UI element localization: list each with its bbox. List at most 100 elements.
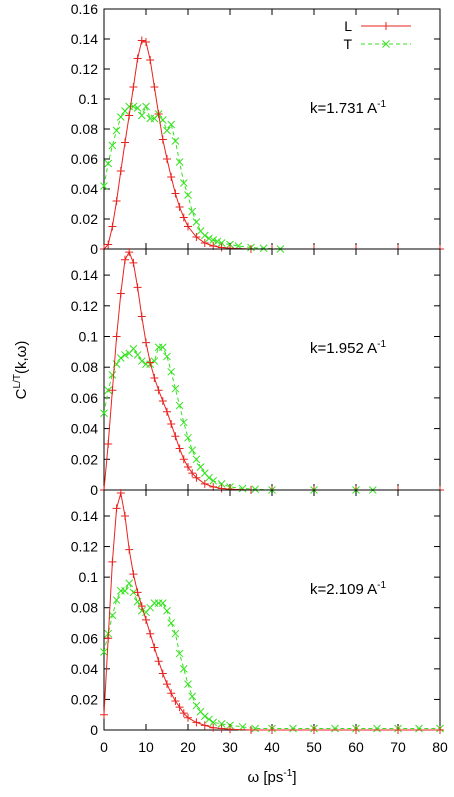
data-point-T <box>209 476 218 485</box>
data-point-T <box>133 351 142 359</box>
y-tick-label: 0.1 <box>79 91 99 107</box>
y-tick-label: 0.08 <box>71 600 98 616</box>
y-tick-label: 0.14 <box>71 267 98 283</box>
data-point-L <box>179 709 188 718</box>
data-point-T <box>163 126 171 135</box>
data-point-L <box>310 726 318 734</box>
y-tick-label: 0.06 <box>71 630 98 646</box>
y-tick-label: 0.06 <box>71 390 98 406</box>
data-point-L <box>137 312 146 321</box>
data-point-L <box>171 696 180 705</box>
data-point-T <box>163 606 171 615</box>
data-point-T <box>108 371 117 379</box>
y-tick-label: 0.1 <box>79 569 99 585</box>
data-point-T <box>259 244 268 253</box>
data-point-T <box>175 158 184 166</box>
x-tick-label: 20 <box>180 739 196 755</box>
data-point-L <box>108 222 117 231</box>
data-point-L <box>104 439 113 448</box>
x-tick-label: 80 <box>432 739 448 755</box>
y-tick-label: 0.12 <box>71 298 98 314</box>
y-tick-label: 0.02 <box>71 451 98 467</box>
y-tick-label: 0.14 <box>71 31 98 47</box>
data-point-L <box>158 135 167 144</box>
data-point-L <box>146 56 155 64</box>
panel-3: 0 0.02 0.04 0.06 0.08 0.1 0.12 0.14 k=2.109 A-1 <box>71 489 444 738</box>
data-point-T <box>167 367 176 376</box>
y-tick-label: 0.06 <box>71 151 98 167</box>
k-annotation: k=1.731 A-1 <box>310 99 386 117</box>
data-point-T <box>137 111 146 120</box>
data-point-T <box>112 126 121 135</box>
data-point-T <box>205 715 213 724</box>
panel-1: 0 0.02 0.04 0.06 0.08 0.1 0.12 0.14 0.16 k=1.731 … <box>71 1 444 257</box>
data-point-T <box>217 480 226 488</box>
y-tick-label: 0 <box>90 482 98 498</box>
data-point-L <box>158 396 167 405</box>
k-annotation: k=1.952 A-1 <box>310 339 386 357</box>
x-tick-label: 30 <box>222 739 238 755</box>
series-line-L <box>103 492 440 731</box>
data-point-T <box>171 384 180 393</box>
data-point-L <box>116 489 125 498</box>
data-point-T <box>104 386 113 395</box>
data-point-T <box>251 724 260 733</box>
y-tick-label: 0.12 <box>71 61 98 77</box>
data-point-T <box>205 473 213 482</box>
data-point-T <box>108 141 117 150</box>
data-point-L <box>167 689 176 698</box>
data-point-T <box>116 113 125 121</box>
data-point-L <box>209 723 218 732</box>
y-tick-label: 0.04 <box>71 181 98 197</box>
data-point-T <box>175 401 184 410</box>
data-point-T <box>192 455 201 464</box>
data-point-T <box>116 354 125 362</box>
data-point-T <box>100 409 108 418</box>
y-tick-label: 0.1 <box>79 328 99 344</box>
data-point-L <box>150 83 159 91</box>
y-tick-label: 0.04 <box>71 421 98 437</box>
data-point-T <box>158 343 167 352</box>
data-point-T <box>217 720 226 728</box>
data-point-T <box>137 357 146 365</box>
data-point-T <box>184 191 192 199</box>
data-point-L <box>184 222 192 231</box>
x-tick-label: 10 <box>138 739 154 755</box>
data-point-T <box>179 179 188 187</box>
data-point-T <box>112 596 121 604</box>
data-point-L <box>226 725 234 734</box>
data-point-T <box>188 446 197 454</box>
y-tick-label: 0.02 <box>71 211 98 227</box>
data-point-T <box>171 629 180 638</box>
data-point-T <box>175 649 184 658</box>
data-point-L <box>108 557 117 566</box>
data-point-L <box>352 726 360 734</box>
data-point-L <box>137 602 146 611</box>
data-point-T <box>331 724 339 733</box>
data-point-L <box>200 239 209 247</box>
data-point-T <box>133 104 142 112</box>
data-point-T <box>192 218 201 226</box>
series-line-L <box>103 250 440 491</box>
data-point-L <box>200 479 209 488</box>
data-point-T <box>200 231 209 240</box>
data-point-T <box>129 344 138 353</box>
data-point-L <box>171 432 180 441</box>
data-point-L <box>116 289 125 298</box>
legend-marker-T <box>382 40 390 48</box>
data-point-L <box>116 167 125 175</box>
data-point-L <box>137 36 146 45</box>
data-point-T <box>142 102 150 111</box>
data-point-L <box>108 386 117 395</box>
data-point-L <box>133 54 142 63</box>
series-line-T <box>103 105 281 250</box>
series-line-L <box>103 39 440 250</box>
k-annotation: k=2.109 A-1 <box>310 580 386 598</box>
data-point-T <box>213 237 222 246</box>
data-point-L <box>142 615 150 624</box>
x-axis-title: ω [ps-1] <box>248 768 297 786</box>
data-point-L <box>192 473 201 482</box>
data-point-T <box>100 182 108 190</box>
data-point-L <box>150 643 159 652</box>
